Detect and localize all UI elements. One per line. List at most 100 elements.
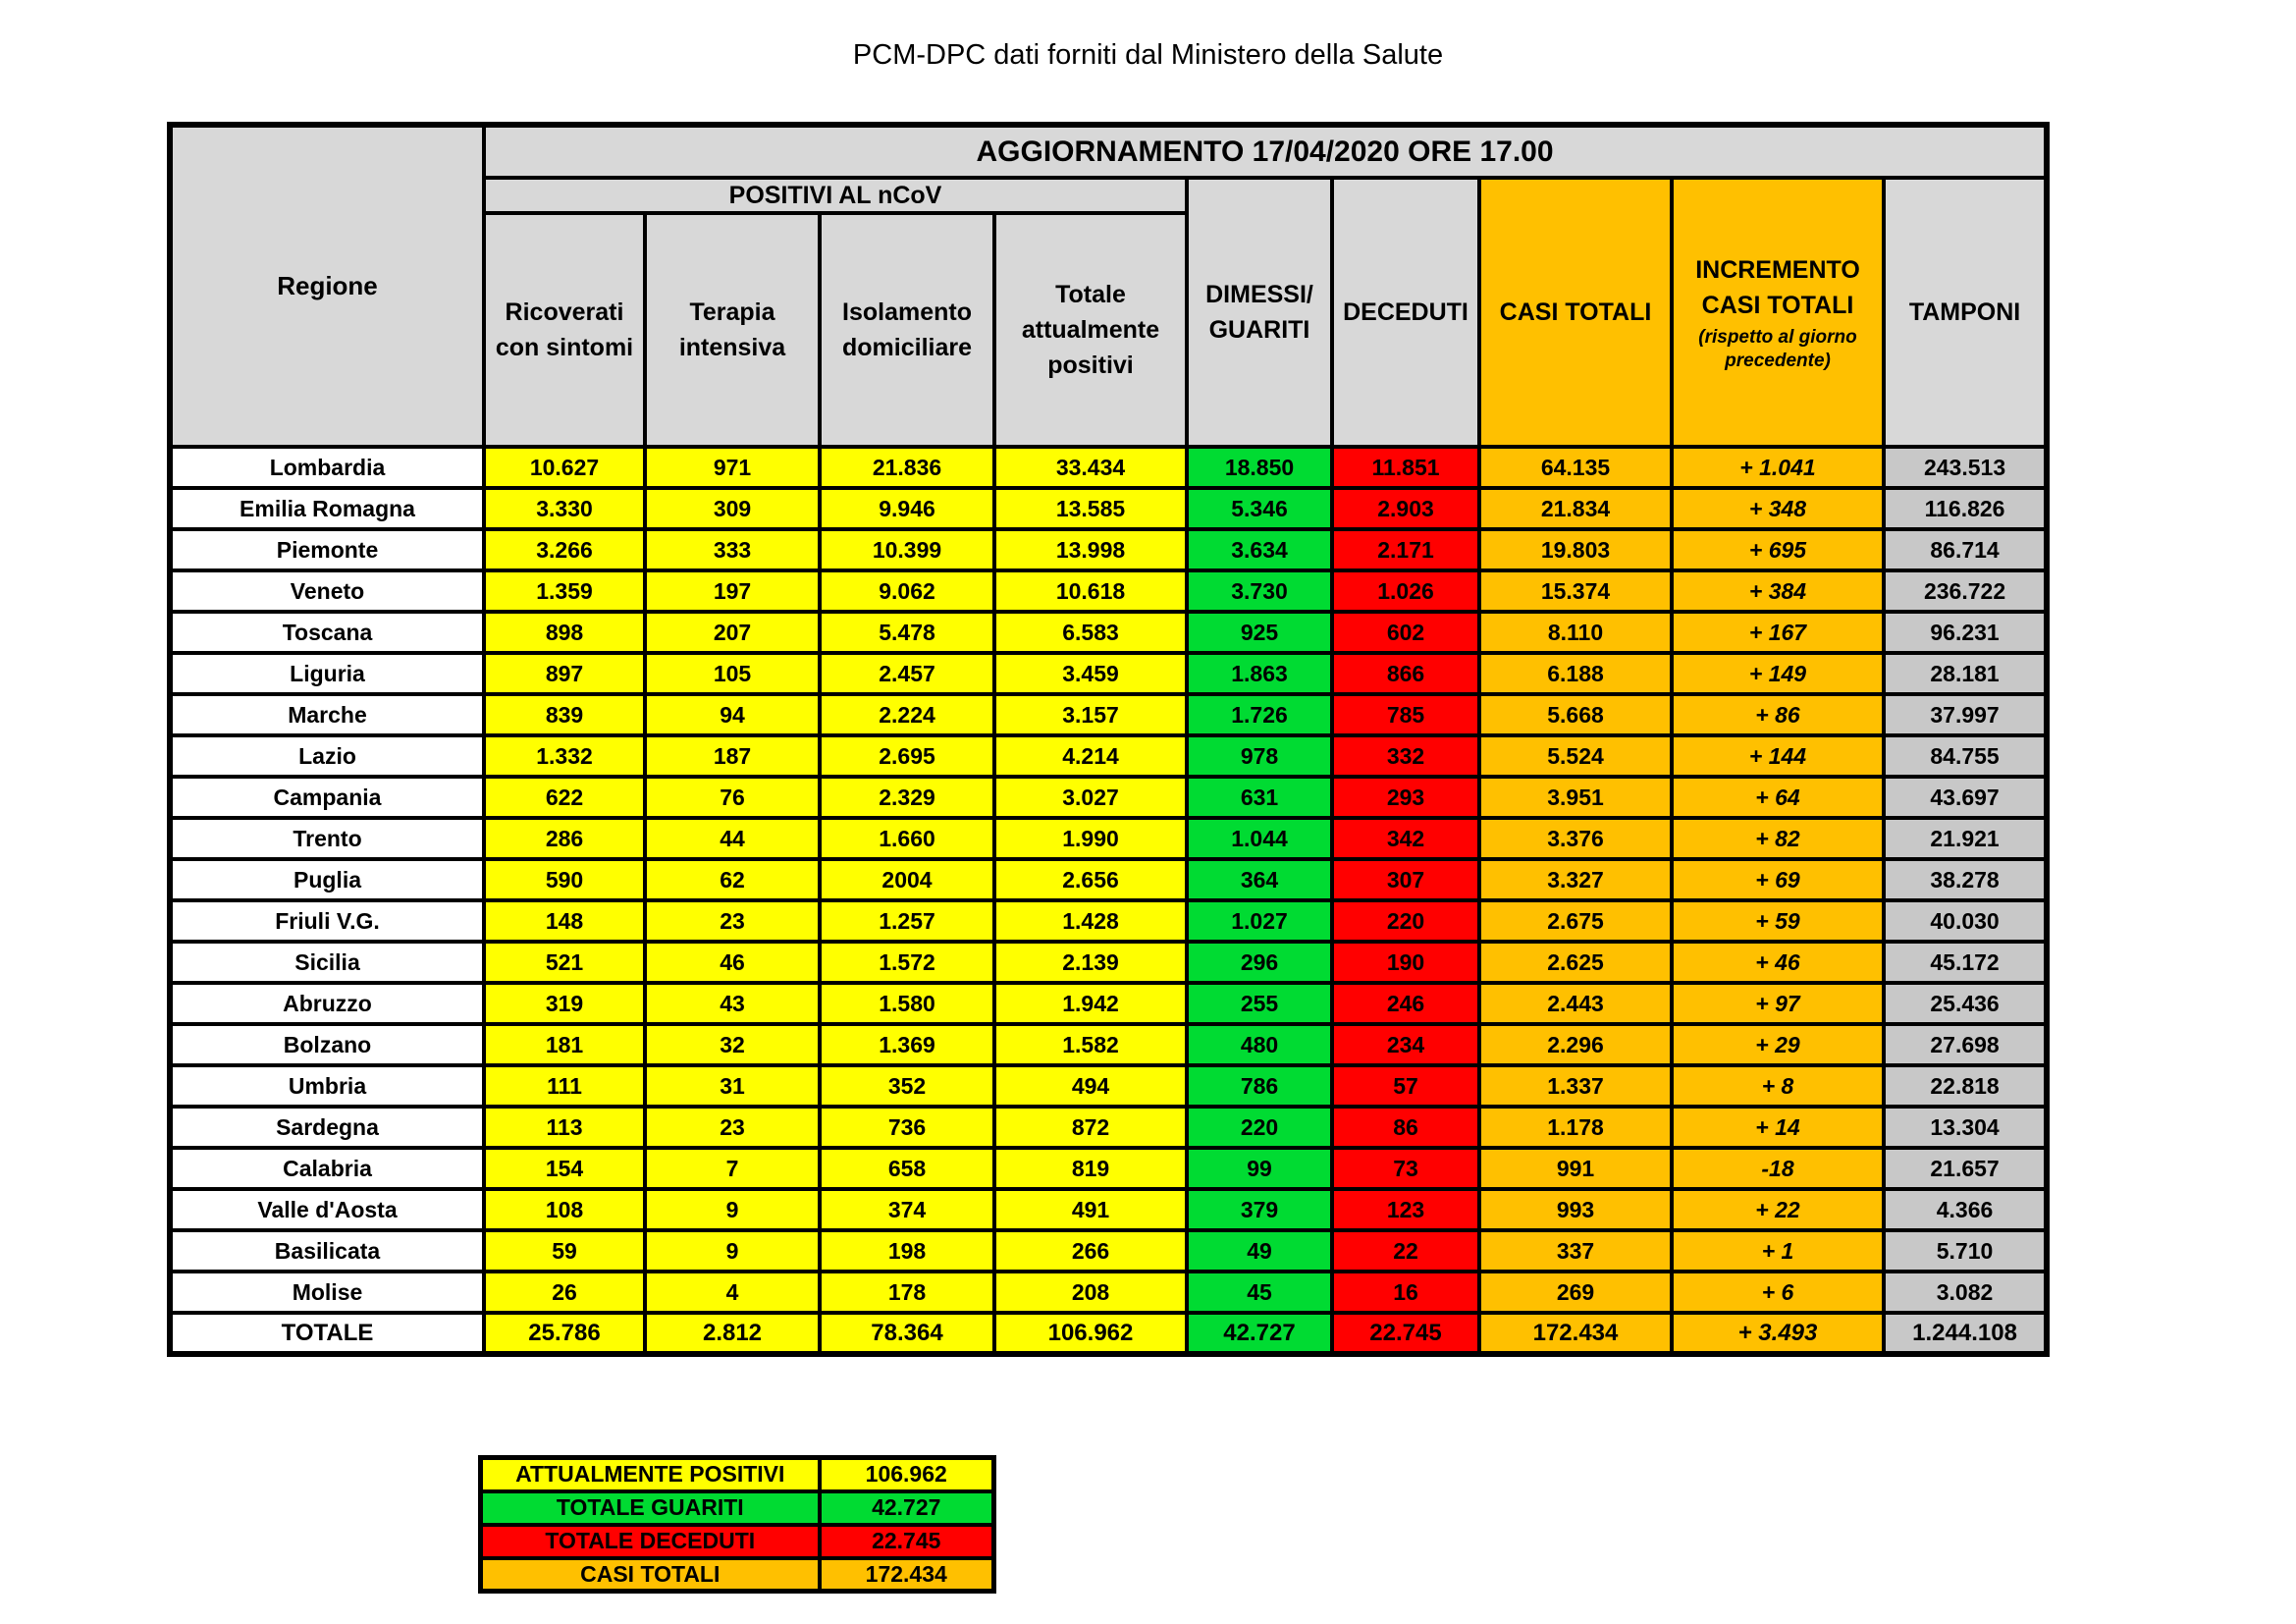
cell-isolamento-domiciliare: 374: [818, 1187, 996, 1232]
table-row: Piemonte 3.266 333 10.399 13.998 3.634 2.171 19…: [168, 527, 2050, 572]
cell-terapia-intensiva: 187: [643, 733, 822, 779]
cell-ricoverati: 26: [482, 1270, 647, 1315]
total-row: TOTALE 25.786 2.812 78.364 106.962 42.727 22.7…: [168, 1311, 2050, 1356]
covid-regions-table: Regione AGGIORNAMENTO 17/04/2020 ORE 17.…: [167, 122, 2051, 1357]
region-name: Calabria: [168, 1146, 486, 1191]
cell-totale-positivi: 3.459: [992, 651, 1189, 696]
summary-label: ATTUALMENTE POSITIVI: [478, 1455, 822, 1493]
cell-dimessi-guariti: 220: [1185, 1105, 1334, 1150]
cell-deceduti: 73: [1330, 1146, 1481, 1191]
cell-totale-positivi: 10.618: [992, 568, 1189, 614]
cell-ricoverati: 108: [482, 1187, 647, 1232]
summary-label: TOTALE DECEDUTI: [478, 1522, 822, 1560]
cell-totale-positivi: 106.962: [992, 1311, 1189, 1356]
column-header-totale-positivi: Totale attualmente positivi: [992, 211, 1189, 449]
sub-header-row: Ricoverati con sintomi Terapia intensiva…: [170, 211, 2047, 449]
update-header-row: Regione AGGIORNAMENTO 17/04/2020 ORE 17.…: [168, 123, 2050, 449]
cell-ricoverati: 839: [482, 692, 647, 737]
cell-terapia-intensiva: 9: [643, 1187, 822, 1232]
region-name: Toscana: [168, 610, 486, 655]
cell-isolamento-domiciliare: 1.369: [818, 1022, 996, 1067]
cell-dimessi-guariti: 42.727: [1185, 1311, 1334, 1356]
cell-incremento: + 348: [1670, 486, 1886, 531]
update-timestamp-header: AGGIORNAMENTO 17/04/2020 ORE 17.00: [481, 123, 2050, 180]
cell-deceduti: 866: [1330, 651, 1481, 696]
cell-isolamento-domiciliare: 2.224: [818, 692, 996, 737]
cell-deceduti: 190: [1330, 940, 1481, 985]
cell-deceduti: 86: [1330, 1105, 1481, 1150]
cell-totale-positivi: 3.027: [992, 775, 1189, 820]
table-row: Basilicata 59 9 198 266 49 22 337 + 1 5.710: [168, 1228, 2050, 1273]
cell-totale-positivi: 13.585: [992, 486, 1189, 531]
cell-dimessi-guariti: 978: [1185, 733, 1334, 779]
summary-value: 42.727: [817, 1489, 996, 1527]
cell-incremento: + 69: [1670, 857, 1886, 902]
cell-dimessi-guariti: 1.726: [1185, 692, 1334, 737]
table-row: Campania 622 76 2.329 3.027 631 293 3.951 + 64 43…: [168, 775, 2050, 820]
cell-incremento: + 3.493: [1670, 1311, 1886, 1356]
cell-terapia-intensiva: 2.812: [643, 1311, 822, 1356]
cell-tamponi: 25.436: [1881, 981, 2050, 1026]
cell-isolamento-domiciliare: 9.946: [818, 486, 996, 531]
cell-terapia-intensiva: 207: [643, 610, 822, 655]
region-name: Emilia Romagna: [168, 486, 486, 531]
cell-dimessi-guariti: 925: [1185, 610, 1334, 655]
cell-isolamento-domiciliare: 1.572: [818, 940, 996, 985]
column-header-ricoverati: Ricoverati con sintomi: [482, 211, 647, 449]
cell-ricoverati: 1.359: [482, 568, 647, 614]
region-name: Liguria: [168, 651, 486, 696]
cell-dimessi-guariti: 3.634: [1185, 527, 1334, 572]
cell-dimessi-guariti: 379: [1185, 1187, 1334, 1232]
cell-tamponi: 28.181: [1881, 651, 2050, 696]
cell-ricoverati: 286: [482, 816, 647, 861]
cell-deceduti: 307: [1330, 857, 1481, 902]
cell-isolamento-domiciliare: 9.062: [818, 568, 996, 614]
cell-ricoverati: 25.786: [482, 1311, 647, 1356]
cell-incremento: + 167: [1670, 610, 1886, 655]
summary-table: ATTUALMENTE POSITIVI 106.962 TOTALE GUARIT…: [478, 1455, 996, 1594]
cell-dimessi-guariti: 786: [1185, 1063, 1334, 1109]
cell-terapia-intensiva: 4: [643, 1270, 822, 1315]
cell-terapia-intensiva: 23: [643, 898, 822, 944]
cell-incremento: -18: [1670, 1146, 1886, 1191]
cell-isolamento-domiciliare: 1.257: [818, 898, 996, 944]
cell-dimessi-guariti: 1.863: [1185, 651, 1334, 696]
cell-deceduti: 342: [1330, 816, 1481, 861]
cell-totale-positivi: 1.582: [992, 1022, 1189, 1067]
summary-row: TOTALE DECEDUTI 22.745: [478, 1522, 996, 1560]
cell-casi-totali: 5.524: [1477, 733, 1674, 779]
cell-deceduti: 785: [1330, 692, 1481, 737]
table-row: Sardegna 113 23 736 872 220 86 1.178 + 14 13.304: [168, 1105, 2050, 1150]
table-row: Abruzzo 319 43 1.580 1.942 255 246 2.443 + 97 25.…: [168, 981, 2050, 1026]
cell-dimessi-guariti: 631: [1185, 775, 1334, 820]
cell-tamponi: 43.697: [1881, 775, 2050, 820]
table-row: Bolzano 181 32 1.369 1.582 480 234 2.296 + 29 27.…: [168, 1022, 2050, 1067]
cell-incremento: + 22: [1670, 1187, 1886, 1232]
cell-tamponi: 21.657: [1881, 1146, 2050, 1191]
table-row: Veneto 1.359 197 9.062 10.618 3.730 1.026 15.37…: [168, 568, 2050, 614]
cell-casi-totali: 337: [1477, 1228, 1674, 1273]
cell-incremento: + 29: [1670, 1022, 1886, 1067]
cell-totale-positivi: 2.139: [992, 940, 1189, 985]
cell-isolamento-domiciliare: 1.660: [818, 816, 996, 861]
region-name: Marche: [168, 692, 486, 737]
cell-isolamento-domiciliare: 178: [818, 1270, 996, 1315]
cell-deceduti: 57: [1330, 1063, 1481, 1109]
cell-dimessi-guariti: 18.850: [1185, 445, 1334, 490]
cell-casi-totali: 2.443: [1477, 981, 1674, 1026]
cell-ricoverati: 622: [482, 775, 647, 820]
cell-tamponi: 96.231: [1881, 610, 2050, 655]
cell-deceduti: 123: [1330, 1187, 1481, 1232]
cell-isolamento-domiciliare: 5.478: [818, 610, 996, 655]
column-header-casi-totali: CASI TOTALI: [1477, 176, 1674, 449]
cell-casi-totali: 172.434: [1477, 1311, 1674, 1356]
cell-dimessi-guariti: 99: [1185, 1146, 1334, 1191]
cell-terapia-intensiva: 46: [643, 940, 822, 985]
cell-incremento: + 46: [1670, 940, 1886, 985]
cell-isolamento-domiciliare: 21.836: [818, 445, 996, 490]
cell-incremento: + 695: [1670, 527, 1886, 572]
cell-casi-totali: 64.135: [1477, 445, 1674, 490]
region-name: Veneto: [168, 568, 486, 614]
cell-dimessi-guariti: 49: [1185, 1228, 1334, 1273]
cell-terapia-intensiva: 7: [643, 1146, 822, 1191]
